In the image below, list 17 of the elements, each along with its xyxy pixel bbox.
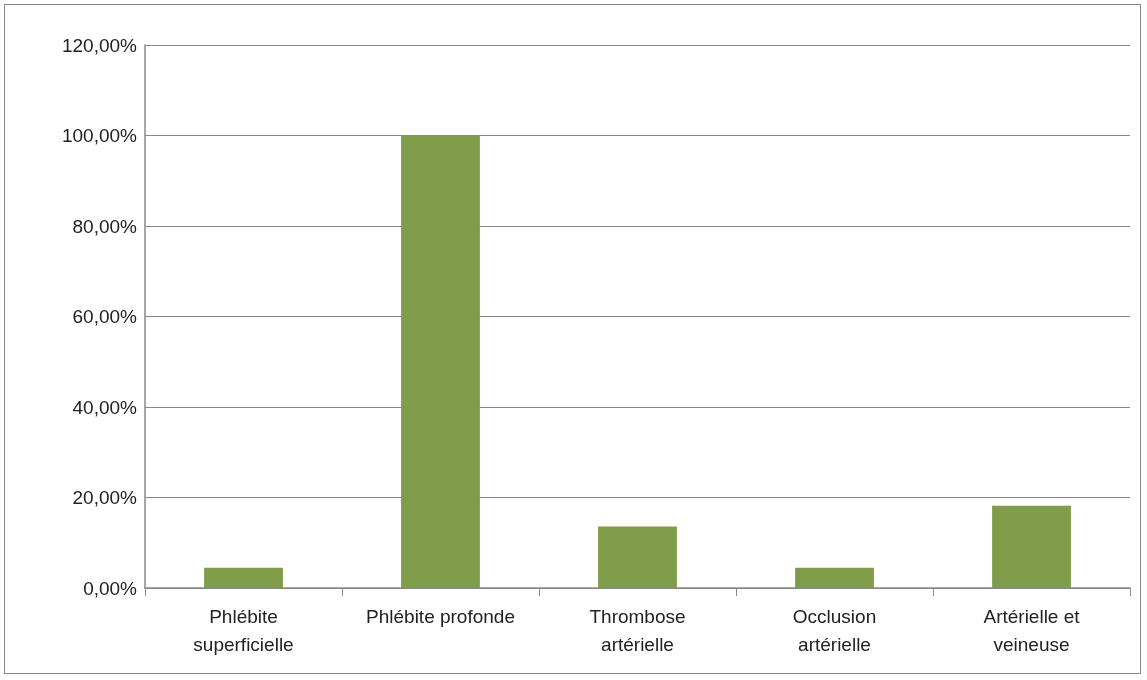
y-tick-label: 0,00% <box>83 577 138 599</box>
x-tick-label: Phlébite profonde <box>366 605 515 627</box>
x-tick-label: Phlébite superficielle <box>193 605 294 655</box>
x-tick-label: Occlusion artérielle <box>792 605 877 655</box>
bar <box>795 567 874 588</box>
x-tick-label: Artérielle et veineuse <box>983 605 1081 655</box>
bar <box>401 135 480 588</box>
y-tick-label: 120,00% <box>61 34 138 56</box>
bar <box>992 505 1071 588</box>
y-tick-label: 80,00% <box>72 215 138 237</box>
bar <box>204 567 283 588</box>
bar <box>598 526 677 588</box>
y-tick-label: 100,00% <box>61 125 138 146</box>
y-tick-label: 20,00% <box>72 487 138 508</box>
y-tick-label: 60,00% <box>72 306 138 327</box>
y-tick-label: 40,00% <box>72 396 138 418</box>
x-tick-label: Thrombose artérielle <box>589 605 686 655</box>
